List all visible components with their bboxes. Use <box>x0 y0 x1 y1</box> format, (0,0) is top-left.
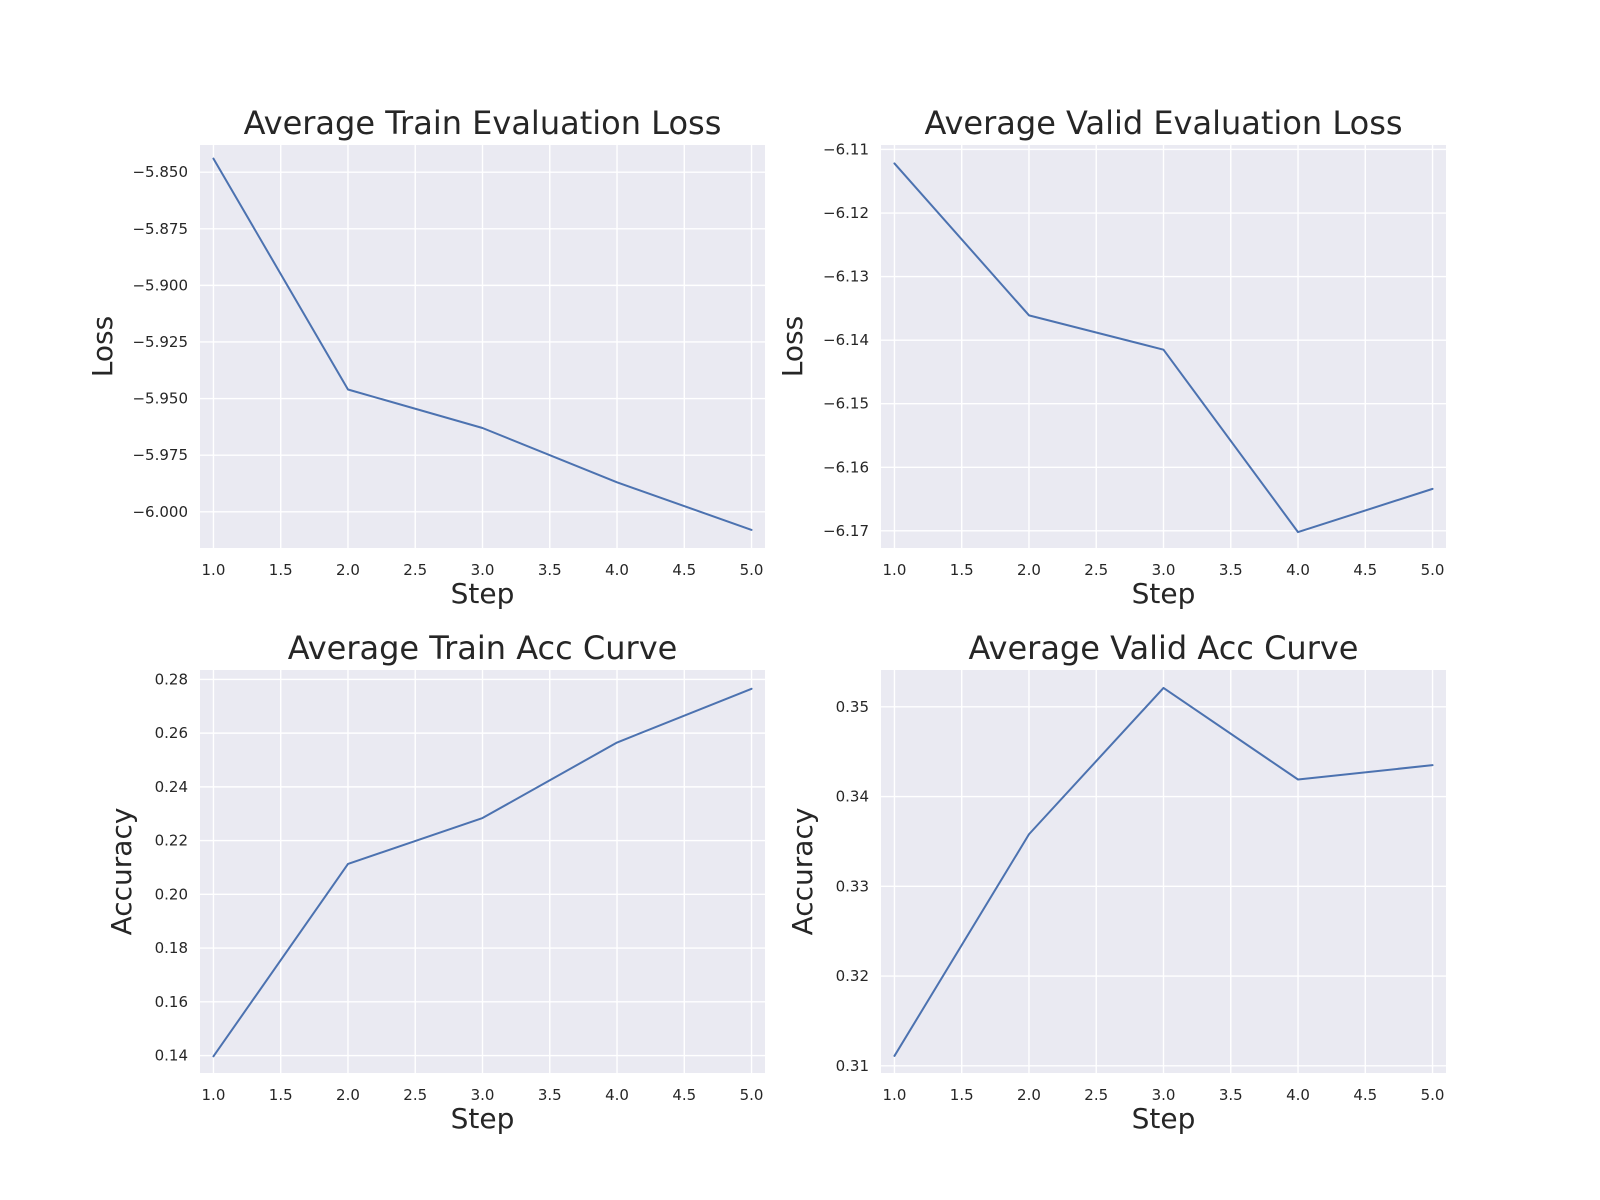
x-tick-label: 4.0 <box>605 1086 629 1104</box>
x-tick-label: 1.5 <box>950 561 974 579</box>
y-tick-label: −5.975 <box>132 446 188 464</box>
y-tick-label: −6.17 <box>823 522 869 540</box>
y-tick-label: −6.13 <box>823 268 869 286</box>
chart-title: Average Valid Evaluation Loss <box>924 104 1402 142</box>
x-tick-label: 3.5 <box>538 561 562 579</box>
x-tick-label: 4.0 <box>605 561 629 579</box>
y-tick-label: 0.33 <box>836 877 869 895</box>
y-tick-label: 0.35 <box>836 698 869 716</box>
x-axis-label: Step <box>1132 1102 1196 1135</box>
y-tick-label: 0.32 <box>836 967 869 985</box>
x-tick-label: 1.0 <box>202 561 226 579</box>
chart-title: Average Train Evaluation Loss <box>244 104 722 142</box>
y-tick-label: −6.16 <box>823 458 869 476</box>
x-tick-label: 1.0 <box>883 1086 907 1104</box>
x-tick-label: 4.0 <box>1286 561 1310 579</box>
y-tick-label: −5.900 <box>132 276 188 294</box>
series-line-1 <box>212 687 753 1058</box>
x-axis-label: Step <box>1132 577 1196 610</box>
x-tick-label: 4.5 <box>672 561 696 579</box>
x-tick-label: 2.0 <box>336 561 360 579</box>
x-axis-label: Step <box>451 577 515 610</box>
x-tick-label: 5.0 <box>1421 561 1445 579</box>
y-axis-label: Loss <box>776 316 809 377</box>
y-tick-label: 0.20 <box>155 885 188 903</box>
y-tick-label: 0.34 <box>836 788 869 806</box>
y-tick-label: −5.950 <box>132 390 188 408</box>
x-tick-label: 3.5 <box>1219 561 1243 579</box>
x-tick-label: 2.5 <box>1084 1086 1108 1104</box>
series-line-1 <box>212 157 753 531</box>
chart-title: Average Train Acc Curve <box>288 629 678 667</box>
chart-title: Average Valid Acc Curve <box>969 629 1359 667</box>
y-axis-label: Accuracy <box>786 808 819 936</box>
x-tick-label: 3.0 <box>1152 561 1176 579</box>
y-tick-label: −5.875 <box>132 220 188 238</box>
y-tick-label: −5.925 <box>132 333 188 351</box>
y-tick-label: −6.15 <box>823 395 869 413</box>
y-tick-label: 0.22 <box>155 832 188 850</box>
y-tick-label: −6.11 <box>823 140 869 158</box>
y-axis-label: Loss <box>86 316 119 377</box>
y-tick-label: 0.31 <box>836 1057 869 1075</box>
x-tick-label: 4.0 <box>1286 1086 1310 1104</box>
series-line-1 <box>893 162 1434 534</box>
x-tick-label: 1.5 <box>269 561 293 579</box>
x-tick-label: 4.5 <box>1353 561 1377 579</box>
series-line-1 <box>893 686 1434 1057</box>
y-tick-label: 0.28 <box>155 670 188 688</box>
chart-panel-3: 1.0 1.5 2.0 2.5 3.0 3.5 4.0 4.5 5.0 0.14 0.16 0.18 0… <box>105 629 765 1135</box>
x-tick-label: 4.5 <box>1353 1086 1377 1104</box>
x-tick-label: 2.5 <box>1084 561 1108 579</box>
x-tick-label: 2.0 <box>1017 1086 1041 1104</box>
y-tick-label: −5.850 <box>132 163 188 181</box>
x-tick-label: 4.5 <box>672 1086 696 1104</box>
x-tick-label: 3.0 <box>471 1086 495 1104</box>
chart-panel-2: 1.0 1.5 2.0 2.5 3.0 3.5 4.0 4.5 5.0 −6.11 −6.12 −6.… <box>776 104 1446 610</box>
x-tick-label: 2.0 <box>1017 561 1041 579</box>
x-tick-label: 5.0 <box>740 1086 764 1104</box>
y-tick-label: −6.14 <box>823 331 869 349</box>
x-tick-label: 3.5 <box>1219 1086 1243 1104</box>
y-axis-label: Accuracy <box>105 808 138 936</box>
x-tick-label: 1.0 <box>202 1086 226 1104</box>
x-tick-label: 1.0 <box>883 561 907 579</box>
x-tick-label: 2.5 <box>403 1086 427 1104</box>
y-tick-label: −6.000 <box>132 503 188 521</box>
x-tick-label: 2.5 <box>403 561 427 579</box>
chart-panel-1: 1.0 1.5 2.0 2.5 3.0 3.5 4.0 4.5 5.0 −5.850 −5.875 −… <box>86 104 765 610</box>
x-axis-label: Step <box>451 1102 515 1135</box>
y-tick-label: 0.14 <box>155 1047 188 1065</box>
x-tick-label: 5.0 <box>1421 1086 1445 1104</box>
x-tick-label: 1.5 <box>269 1086 293 1104</box>
y-tick-label: 0.24 <box>155 778 188 796</box>
y-tick-label: 0.18 <box>155 939 188 957</box>
chart-panel-4: 1.0 1.5 2.0 2.5 3.0 3.5 4.0 4.5 5.0 0.31 0.32 0.33 0… <box>786 629 1446 1135</box>
x-tick-label: 3.5 <box>538 1086 562 1104</box>
x-tick-label: 3.0 <box>1152 1086 1176 1104</box>
y-tick-label: 0.26 <box>155 724 188 742</box>
x-tick-label: 5.0 <box>740 561 764 579</box>
y-tick-label: −6.12 <box>823 204 869 222</box>
x-tick-label: 2.0 <box>336 1086 360 1104</box>
x-tick-label: 1.5 <box>950 1086 974 1104</box>
y-tick-label: 0.16 <box>155 993 188 1011</box>
x-tick-label: 3.0 <box>471 561 495 579</box>
